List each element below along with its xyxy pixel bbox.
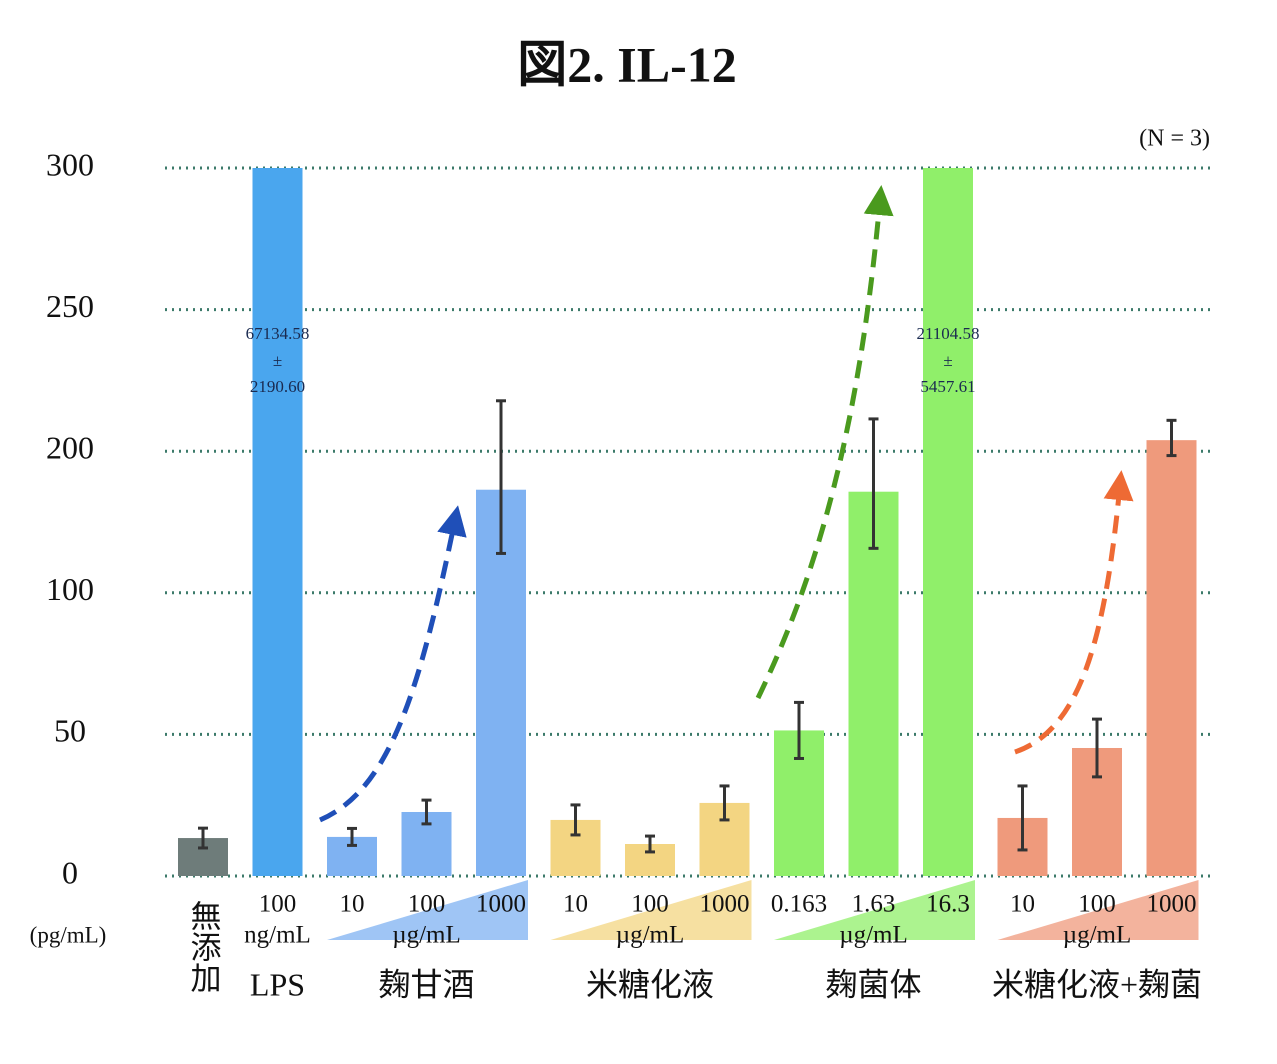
x-tick-label: 10 bbox=[563, 891, 588, 918]
dose-wedge bbox=[550, 880, 752, 940]
plot-area bbox=[178, 168, 1197, 876]
group-label: 麹甘酒 bbox=[378, 966, 474, 1002]
unit-label: µg/mL bbox=[392, 922, 461, 949]
y-tick-label: 200 bbox=[46, 430, 94, 466]
dose-wedge bbox=[327, 880, 528, 940]
dose-wedge bbox=[774, 880, 975, 940]
x-tick-label: 1000 bbox=[1147, 891, 1197, 918]
x-tick-label: 100 bbox=[259, 891, 297, 918]
group-label: 無添加 bbox=[186, 900, 222, 993]
x-tick-label: 100 bbox=[1078, 891, 1116, 918]
unit-label: ng/mL bbox=[244, 922, 311, 949]
bar bbox=[923, 168, 973, 876]
x-tick-label: 1000 bbox=[476, 891, 526, 918]
note: (N = 3) bbox=[1139, 126, 1210, 152]
dose-wedge bbox=[997, 880, 1199, 940]
x-tick-label: 1.63 bbox=[852, 891, 896, 918]
x-tick-label: 100 bbox=[408, 891, 446, 918]
chart-title: 図2. IL-12 bbox=[517, 36, 736, 92]
value-label: 5457.61 bbox=[920, 377, 975, 396]
group-label: LPS bbox=[250, 966, 305, 1002]
y-tick-label: 250 bbox=[46, 288, 94, 324]
group-label: 麹菌体 bbox=[825, 966, 921, 1002]
x-tick-label: 10 bbox=[340, 891, 365, 918]
group-label: 米糖化液 bbox=[586, 966, 714, 1002]
unit-label: µg/mL bbox=[839, 922, 908, 949]
y-tick-label: 0 bbox=[62, 854, 78, 890]
y-tick-label: 50 bbox=[54, 713, 86, 749]
value-label: ± bbox=[273, 351, 282, 370]
y-tick-label: 100 bbox=[46, 571, 94, 607]
bar bbox=[252, 168, 303, 876]
bar bbox=[848, 491, 899, 876]
value-label: ± bbox=[943, 351, 952, 370]
bar bbox=[1146, 440, 1197, 876]
y-axis-label: (pg/mL) bbox=[30, 922, 107, 947]
x-tick-label: 1000 bbox=[700, 891, 750, 918]
x-tick-label: 100 bbox=[631, 891, 669, 918]
unit-label: µg/mL bbox=[1063, 922, 1132, 949]
x-tick-label: 16.3 bbox=[926, 891, 970, 918]
y-tick-label: 300 bbox=[46, 146, 94, 182]
x-tick-label: 0.163 bbox=[771, 891, 827, 918]
value-label: 21104.58 bbox=[916, 324, 979, 343]
trend-arrow bbox=[319, 505, 467, 823]
group-label: 米糖化液+麹菌 bbox=[992, 966, 1202, 1002]
trend-arrow bbox=[1014, 470, 1134, 755]
x-tick-label: 10 bbox=[1010, 891, 1035, 918]
unit-label: µg/mL bbox=[616, 922, 685, 949]
trend-arrow bbox=[755, 185, 894, 700]
value-label: 67134.58 bbox=[246, 324, 310, 343]
value-label: 2190.60 bbox=[250, 377, 305, 396]
